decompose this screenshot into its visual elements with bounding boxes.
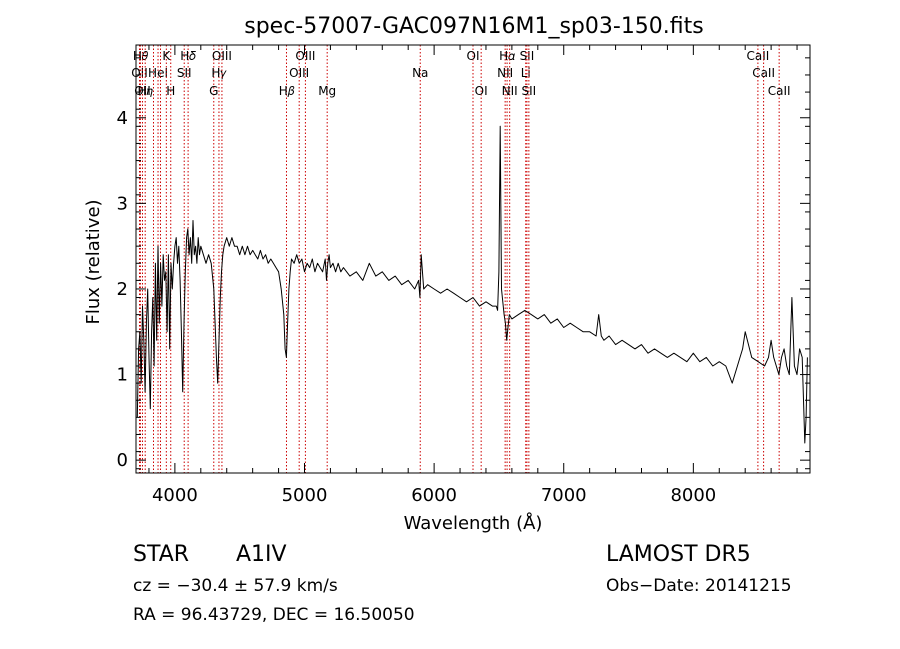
line-marker-label: SII <box>522 84 537 98</box>
y-tick-label: 4 <box>117 108 128 129</box>
y-tick-label: 3 <box>117 193 128 214</box>
y-tick-label: 2 <box>117 279 128 300</box>
y-tick-label: 0 <box>117 450 128 471</box>
y-axis-label: Flux (relative) <box>83 199 104 324</box>
line-marker-label: OIII <box>289 66 309 80</box>
x-tick-label: 7000 <box>541 485 587 506</box>
line-marker-label: Li <box>521 66 531 80</box>
axes: 4000 5000 6000 7000 8000 0 1 2 3 4 <box>117 45 810 506</box>
line-marker-label: H𝛼 <box>499 49 515 63</box>
object-subclass: A1IV <box>236 542 287 567</box>
spectral-line-markers: H𝜃OIIOIIH𝜂HeIKHH𝛿SIIGH𝛾OIIIH𝛽OIIIOIIIMgN… <box>131 45 791 473</box>
line-marker-label: CaII <box>752 66 775 80</box>
chart-title: spec-57007-GAC097N16M1_sp03-150.fits <box>244 14 704 39</box>
line-marker-label: H𝛿 <box>180 49 196 63</box>
line-marker-label: OIII <box>295 49 315 63</box>
survey-name: LAMOST DR5 <box>606 542 751 567</box>
plot-frame <box>135 44 811 474</box>
line-marker-label: SII <box>177 66 192 80</box>
line-marker-label: OI <box>475 84 488 98</box>
line-marker-label: OII <box>134 84 151 98</box>
x-tick-label: 4000 <box>152 485 198 506</box>
spectrum-line <box>136 125 808 444</box>
x-tick-label: 6000 <box>411 485 457 506</box>
line-marker-label: H𝛽 <box>279 84 295 98</box>
line-marker-label: Na <box>412 66 428 80</box>
line-marker-label: HeI <box>148 66 168 80</box>
line-marker-label: OIII <box>212 49 232 63</box>
line-marker-label: CaII <box>746 49 769 63</box>
line-marker-label: NII <box>502 84 518 98</box>
line-marker-label: SII <box>520 49 535 63</box>
redshift-text: cz = −30.4 ± 57.9 km/s <box>133 576 338 596</box>
line-marker-label: K <box>162 49 171 63</box>
object-class: STAR <box>133 542 189 567</box>
x-axis-label: Wavelength (Å) <box>404 512 543 534</box>
line-marker-label: Mg <box>318 84 336 98</box>
line-marker-label: CaII <box>768 84 791 98</box>
x-tick-label: 5000 <box>282 485 328 506</box>
coordinates-text: RA = 96.43729, DEC = 16.50050 <box>133 605 415 625</box>
y-tick-label: 1 <box>117 365 128 386</box>
line-marker-label: OII <box>131 66 148 80</box>
obs-date-text: Obs−Date: 20141215 <box>606 576 792 596</box>
line-marker-label: OI <box>467 49 480 63</box>
line-marker-label: G <box>209 84 218 98</box>
line-marker-label: H𝛾 <box>211 66 227 80</box>
x-tick-label: 8000 <box>670 485 716 506</box>
line-marker-label: NII <box>497 66 513 80</box>
line-marker-label: H <box>166 84 175 98</box>
spectrum-series <box>136 125 808 444</box>
line-marker-label: H𝜃 <box>133 49 148 63</box>
line-marker-label: H𝜂 <box>138 84 154 98</box>
